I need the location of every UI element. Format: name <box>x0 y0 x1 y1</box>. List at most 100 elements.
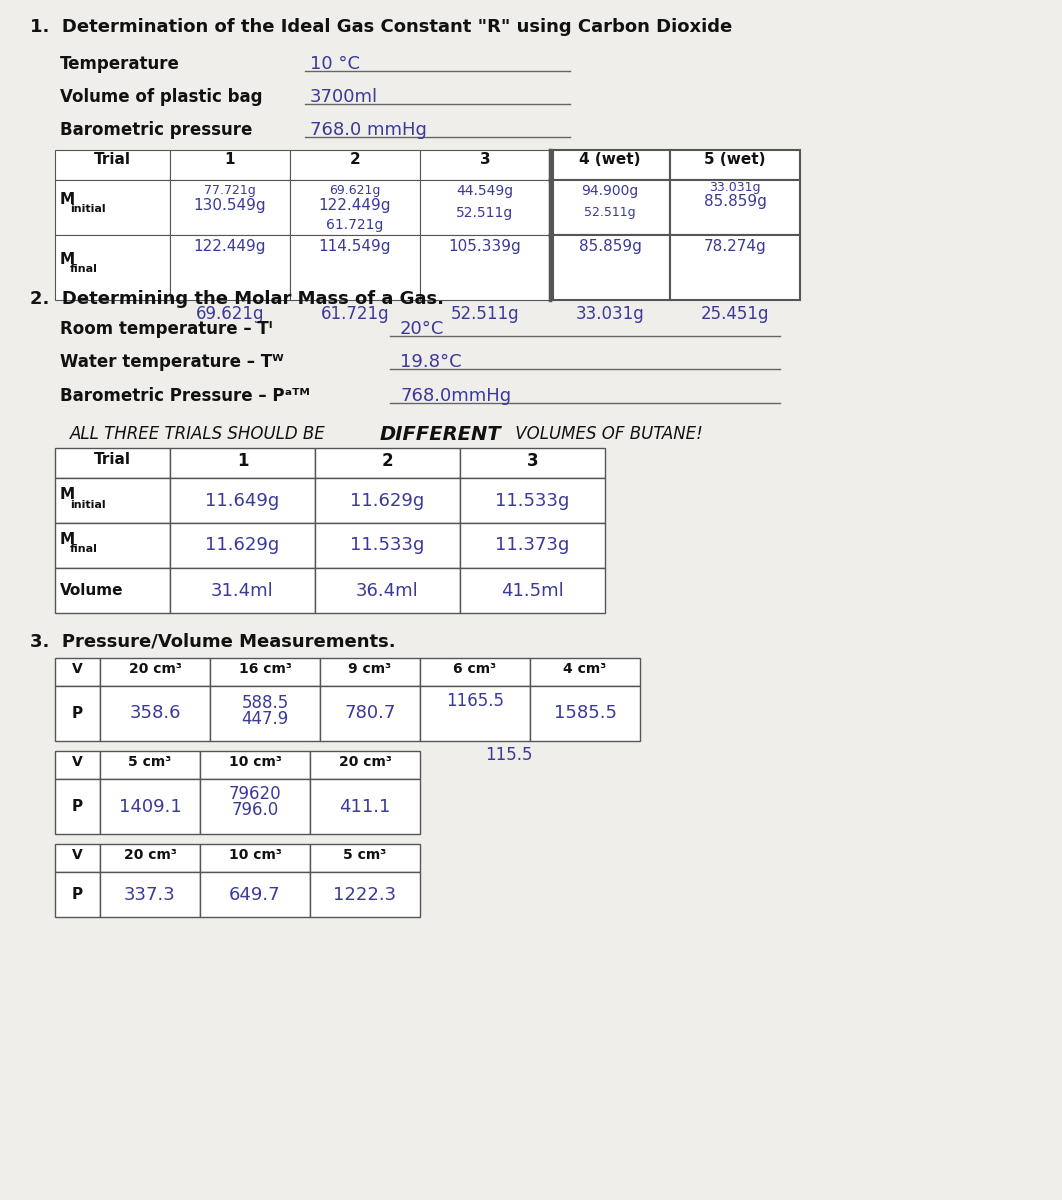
Text: 10 °C: 10 °C <box>310 55 360 73</box>
Text: 20°C: 20°C <box>400 320 444 338</box>
Text: 3: 3 <box>480 152 491 167</box>
Bar <box>55 844 100 872</box>
Text: 1222.3: 1222.3 <box>333 886 396 904</box>
Text: final: final <box>70 545 98 554</box>
Text: DIFFERENT: DIFFERENT <box>380 425 501 444</box>
Text: VOLUMES OF BUTANE!: VOLUMES OF BUTANE! <box>510 425 703 443</box>
Bar <box>315 523 460 568</box>
Text: 1: 1 <box>225 152 236 167</box>
Bar <box>55 658 100 686</box>
Bar <box>419 658 530 686</box>
Text: 1409.1: 1409.1 <box>119 798 182 816</box>
Bar <box>315 568 460 613</box>
Text: 780.7: 780.7 <box>344 704 396 722</box>
Bar <box>200 779 310 834</box>
Bar <box>290 150 419 180</box>
Text: 11.533g: 11.533g <box>350 536 425 554</box>
Text: 9 cm³: 9 cm³ <box>348 662 392 676</box>
Bar <box>55 779 100 834</box>
Bar <box>100 872 200 917</box>
Text: 588.5: 588.5 <box>241 694 289 712</box>
Bar <box>55 448 170 478</box>
Text: 358.6: 358.6 <box>130 704 181 722</box>
Text: Trial: Trial <box>95 452 131 467</box>
Text: 19.8°C: 19.8°C <box>400 353 462 371</box>
Text: 52.511g: 52.511g <box>450 305 519 323</box>
Text: 69.621g: 69.621g <box>195 305 264 323</box>
Text: 115.5: 115.5 <box>485 746 532 764</box>
Text: 122.449g: 122.449g <box>319 198 391 214</box>
Text: 69.621g: 69.621g <box>329 184 380 197</box>
Text: 2: 2 <box>381 452 393 470</box>
Text: 16 cm³: 16 cm³ <box>239 662 291 676</box>
Text: 5 (wet): 5 (wet) <box>704 152 766 167</box>
Text: M: M <box>59 487 75 502</box>
Bar <box>170 180 290 235</box>
Text: 52.511g: 52.511g <box>584 206 636 218</box>
Text: 85.859g: 85.859g <box>703 194 767 209</box>
Text: V: V <box>72 662 83 676</box>
Text: initial: initial <box>70 204 105 215</box>
Text: final: final <box>70 264 98 275</box>
Bar <box>55 150 170 180</box>
Bar <box>100 751 200 779</box>
Bar <box>460 448 605 478</box>
Bar <box>55 478 170 523</box>
Bar <box>320 658 419 686</box>
Text: 5 cm³: 5 cm³ <box>129 755 172 769</box>
Text: 61.721g: 61.721g <box>326 218 383 232</box>
Bar <box>170 448 315 478</box>
Text: 36.4ml: 36.4ml <box>356 582 418 600</box>
Bar <box>200 751 310 779</box>
Text: P: P <box>72 799 83 814</box>
Bar <box>310 779 419 834</box>
Text: 5 cm³: 5 cm³ <box>343 848 387 862</box>
Text: 52.511g: 52.511g <box>457 206 514 220</box>
Text: 11.629g: 11.629g <box>350 492 425 510</box>
Text: 79620: 79620 <box>228 785 281 803</box>
Text: V: V <box>72 755 83 769</box>
Text: M: M <box>59 532 75 547</box>
Bar <box>670 180 800 235</box>
Text: 44.549g: 44.549g <box>457 184 514 198</box>
Text: 649.7: 649.7 <box>229 886 280 904</box>
Text: Volume: Volume <box>59 583 123 598</box>
Text: 3: 3 <box>527 452 538 470</box>
Text: Barometric pressure: Barometric pressure <box>59 121 253 139</box>
Text: 10 cm³: 10 cm³ <box>228 755 281 769</box>
Bar <box>419 180 550 235</box>
Text: 411.1: 411.1 <box>340 798 391 816</box>
Bar <box>670 150 800 180</box>
Bar <box>670 235 800 300</box>
Bar <box>200 872 310 917</box>
Bar <box>550 180 670 235</box>
Bar <box>320 686 419 740</box>
Text: 796.0: 796.0 <box>232 802 278 818</box>
Text: 6 cm³: 6 cm³ <box>453 662 497 676</box>
Bar <box>55 686 100 740</box>
Text: 33.031g: 33.031g <box>576 305 645 323</box>
Bar <box>170 568 315 613</box>
Text: 447.9: 447.9 <box>241 710 289 728</box>
Text: Water temperature – Tᵂ: Water temperature – Tᵂ <box>59 353 284 371</box>
Text: 41.5ml: 41.5ml <box>501 582 564 600</box>
Text: 3.  Pressure/Volume Measurements.: 3. Pressure/Volume Measurements. <box>30 634 396 650</box>
Bar <box>200 844 310 872</box>
Text: 20 cm³: 20 cm³ <box>129 662 182 676</box>
Bar <box>315 448 460 478</box>
Bar <box>530 686 640 740</box>
Text: 25.451g: 25.451g <box>701 305 769 323</box>
Bar <box>55 235 170 300</box>
Text: 768.0 mmHg: 768.0 mmHg <box>310 121 427 139</box>
Bar <box>210 658 320 686</box>
Bar <box>170 523 315 568</box>
Text: P: P <box>72 887 83 902</box>
Text: 122.449g: 122.449g <box>193 239 267 254</box>
Bar <box>310 844 419 872</box>
Text: P: P <box>72 706 83 721</box>
Bar <box>55 751 100 779</box>
Bar <box>55 568 170 613</box>
Bar <box>310 872 419 917</box>
Text: M: M <box>59 192 75 206</box>
Text: V: V <box>72 848 83 862</box>
